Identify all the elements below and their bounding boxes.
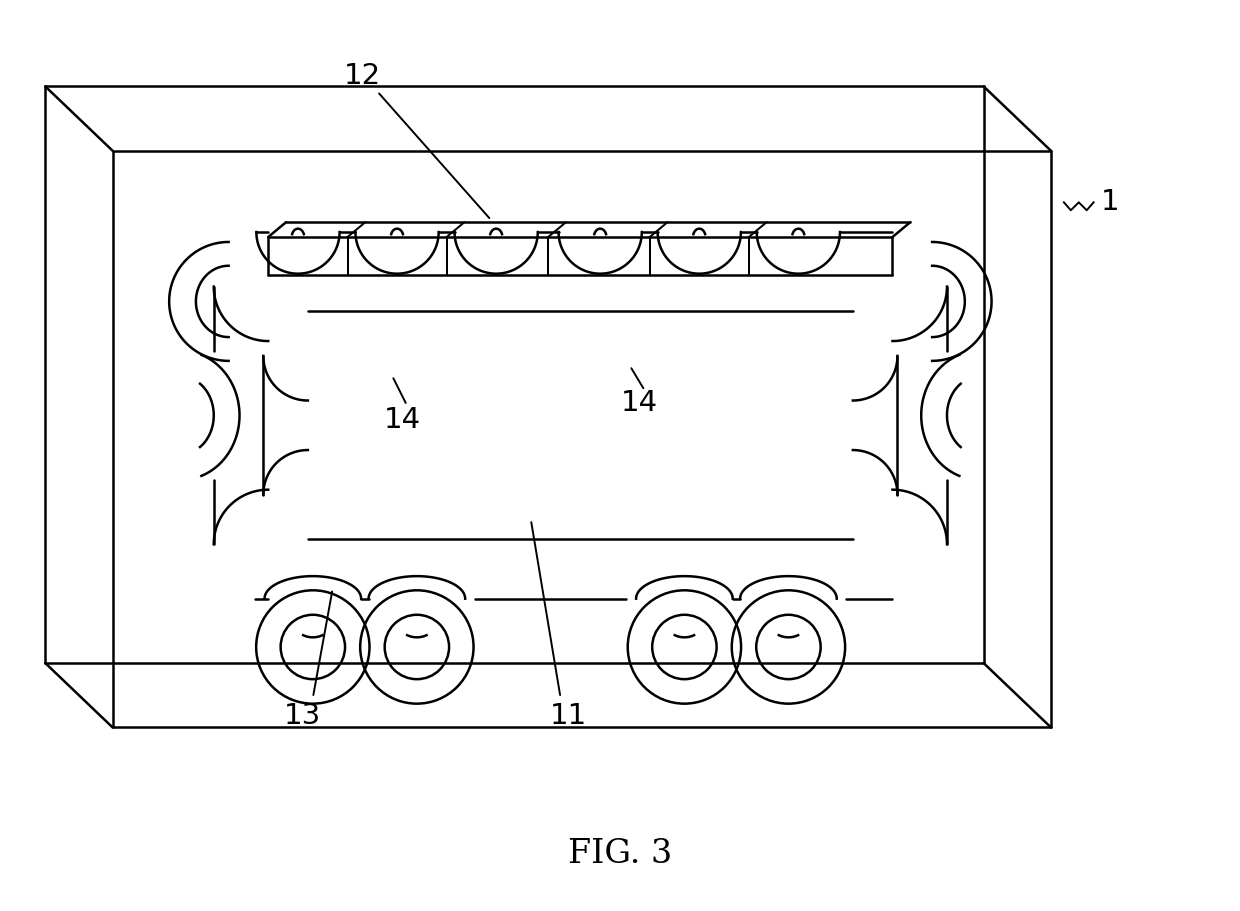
Text: 14: 14 — [621, 390, 658, 417]
Text: FIG. 3: FIG. 3 — [568, 838, 672, 870]
Text: 14: 14 — [383, 406, 420, 435]
Text: 11: 11 — [549, 701, 587, 730]
Text: 1: 1 — [1101, 189, 1120, 216]
Text: 12: 12 — [343, 63, 381, 90]
Text: 13: 13 — [284, 701, 321, 730]
